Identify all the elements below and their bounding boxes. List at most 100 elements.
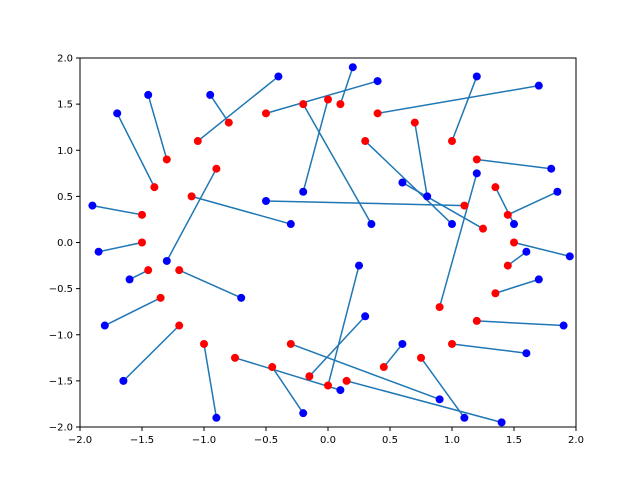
blue-point — [398, 178, 407, 187]
connector-line — [166, 168, 218, 262]
red-point — [417, 353, 425, 362]
connector-line — [402, 181, 484, 230]
red-point — [268, 363, 277, 372]
connector-line — [364, 140, 453, 225]
red-point — [472, 155, 481, 164]
red-point — [479, 224, 487, 233]
connector-line — [116, 113, 156, 188]
red-point — [472, 316, 481, 325]
red-point — [150, 183, 159, 192]
connector-line — [476, 320, 564, 327]
red-point — [200, 339, 208, 348]
red-point — [212, 164, 221, 173]
blue-point — [100, 321, 109, 330]
red-point — [410, 118, 419, 127]
red-point — [193, 137, 202, 146]
x-tick-label: 1.5 — [506, 435, 522, 446]
blue-point — [373, 77, 382, 86]
blue-point — [435, 395, 444, 404]
blue-point — [398, 339, 407, 348]
blue-point — [367, 220, 376, 229]
connector-line — [209, 94, 230, 123]
x-tick-label: 0.0 — [320, 435, 336, 446]
blue-point — [559, 321, 568, 330]
blue-point — [355, 261, 363, 270]
connector-line — [290, 343, 440, 401]
blue-point — [522, 247, 531, 256]
blue-point — [286, 220, 295, 229]
x-tick-label: −1.5 — [130, 435, 154, 446]
blue-point — [299, 187, 308, 196]
connector-line — [420, 357, 466, 419]
y-tick-label: −1.5 — [49, 376, 73, 387]
connector-line — [302, 103, 373, 225]
red-point — [448, 339, 456, 348]
red-point — [448, 137, 456, 146]
blue-point — [522, 349, 531, 358]
connector-line — [451, 76, 478, 142]
y-tick-label: −2.0 — [49, 423, 73, 434]
blue-point — [460, 413, 469, 422]
blue-points-layer — [88, 63, 574, 427]
connector-line — [339, 66, 354, 105]
red-point — [175, 321, 184, 330]
segments-layer — [92, 66, 570, 424]
blue-point — [274, 72, 283, 81]
blue-point — [212, 413, 221, 422]
connector-line — [451, 343, 527, 354]
red-point — [286, 339, 295, 348]
connector-line — [513, 241, 570, 258]
connector-line — [92, 204, 143, 216]
blue-point — [237, 293, 246, 302]
red-points-layer — [138, 95, 518, 390]
y-tick-label: 0.0 — [57, 238, 73, 249]
x-tick-label: −0.5 — [254, 435, 278, 446]
connector-line — [191, 195, 292, 225]
red-point — [373, 109, 382, 118]
blue-point — [553, 187, 562, 196]
connector-line — [507, 191, 558, 216]
red-point — [361, 137, 370, 146]
blue-point — [262, 196, 270, 205]
connector-line — [495, 278, 540, 294]
blue-point — [423, 192, 432, 201]
y-tick-label: −1.0 — [49, 330, 73, 341]
red-point — [138, 238, 146, 247]
red-point — [162, 155, 171, 164]
blue-point — [336, 386, 345, 395]
x-tick-label: 0.5 — [382, 435, 398, 446]
blue-point — [94, 247, 103, 256]
connector-line — [377, 84, 539, 115]
blue-point — [497, 418, 506, 427]
red-point — [305, 372, 314, 381]
red-point — [342, 376, 351, 385]
blue-point — [472, 169, 481, 178]
x-tick-label: 1.0 — [444, 435, 460, 446]
y-axis: −2.0 −1.5 −1.0 −0.5 0.0 0.5 1.0 1.5 2.0 — [49, 54, 80, 434]
red-point — [187, 192, 196, 201]
red-point — [156, 293, 165, 302]
red-point — [144, 266, 153, 275]
x-tick-label: −1.0 — [192, 435, 216, 446]
red-point — [336, 100, 345, 109]
red-point — [491, 183, 500, 192]
blue-point — [534, 275, 543, 284]
x-tick-label: −2.0 — [68, 435, 92, 446]
blue-point — [510, 220, 518, 229]
connector-line — [346, 380, 502, 424]
connector-line — [203, 343, 218, 418]
connector-line — [476, 158, 552, 170]
red-point — [460, 201, 469, 210]
connector-line — [438, 173, 478, 308]
red-point — [491, 289, 500, 298]
red-point — [503, 210, 512, 219]
blue-point — [348, 63, 357, 72]
red-point — [299, 100, 308, 109]
connector-line — [265, 80, 378, 115]
red-point — [324, 95, 332, 104]
y-tick-label: 1.0 — [57, 146, 73, 157]
connector-line — [494, 186, 515, 225]
blue-point — [448, 220, 456, 229]
